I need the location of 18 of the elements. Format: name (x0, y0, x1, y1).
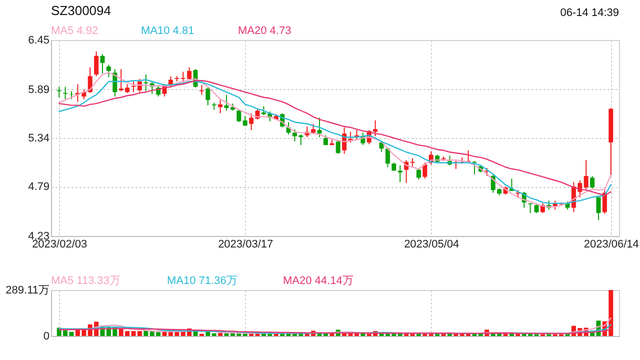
y-tick-label: 6.45 (28, 34, 50, 46)
text: MA10 71.36万 (167, 275, 238, 287)
text: MA5 113.33万 (51, 275, 121, 287)
y-tick-label: 0 (43, 330, 50, 342)
x-tick-label: 2023/06/14 (584, 238, 639, 250)
text: MA10 4.81 (141, 25, 194, 37)
x-tick-label: 2023/05/04 (404, 238, 460, 250)
text: 06-14 14:39 (560, 7, 619, 19)
x-tick-label: 2023/03/17 (218, 238, 274, 250)
text: MA5 4.92 (51, 25, 98, 37)
y-tick-label: 4.79 (28, 181, 50, 194)
chart-title: SZ300094 (51, 3, 111, 18)
text: MA20 44.14万 (283, 275, 354, 287)
y-tick-label: 5.34 (28, 132, 50, 144)
text: MA20 4.73 (238, 25, 292, 37)
y-tick-label: 289.11万 (6, 284, 50, 296)
y-tick-label: 5.89 (28, 84, 50, 96)
x-tick-label: 2023/02/03 (32, 238, 88, 250)
